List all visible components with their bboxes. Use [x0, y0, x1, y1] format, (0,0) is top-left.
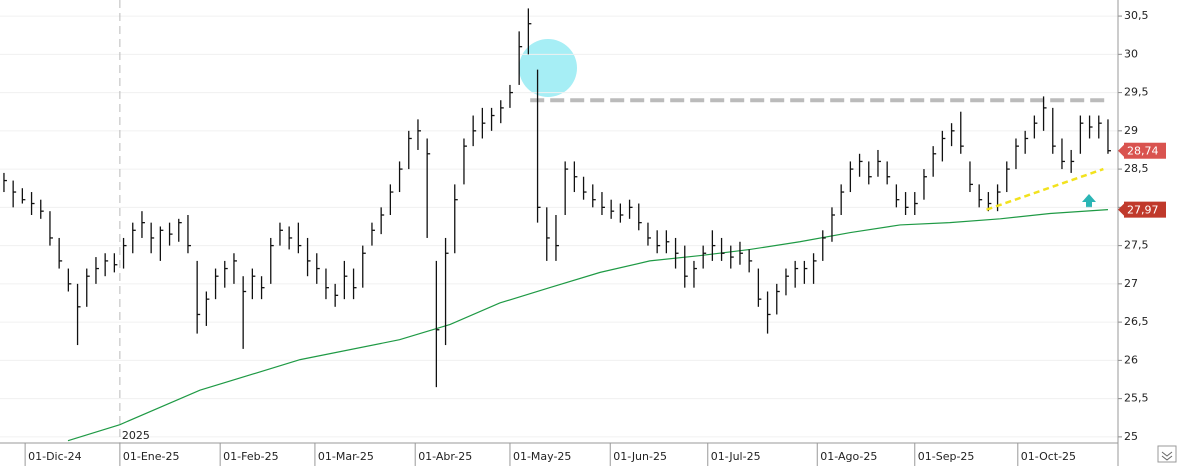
- highlight-circle: [519, 39, 577, 97]
- price-tag-label: 27,97: [1127, 204, 1159, 217]
- x-tick-label: 01-Feb-25: [223, 450, 278, 463]
- year-label: 2025: [122, 429, 150, 442]
- y-tick-label: 27: [1124, 277, 1138, 290]
- y-tick-label: 28,5: [1124, 162, 1149, 175]
- up-arrow: [1082, 194, 1096, 208]
- price-tag-pointer: [1118, 144, 1124, 157]
- y-tick-label: 26,5: [1124, 315, 1149, 328]
- y-tick-label: 29,5: [1124, 86, 1149, 99]
- x-tick-label: 01-Jun-25: [613, 450, 667, 463]
- trendline: [986, 167, 1104, 211]
- scroll-icon-glyph: [1161, 451, 1173, 461]
- x-tick-label: 01-Mar-25: [318, 450, 374, 463]
- x-tick-label: 01-Ago-25: [820, 450, 877, 463]
- y-tick-label: 25: [1124, 430, 1138, 443]
- y-tick-label: 27,5: [1124, 239, 1149, 252]
- y-tick-label: 25,5: [1124, 392, 1149, 405]
- price-tag-label: 28,74: [1127, 145, 1159, 158]
- price-tag: [1124, 142, 1166, 159]
- y-tick-label: 30,5: [1124, 9, 1149, 22]
- price-tag-pointer: [1118, 203, 1124, 216]
- y-tick-label: 26: [1124, 353, 1138, 366]
- price-tag: [1124, 201, 1166, 218]
- x-tick-label: 01-Abr-25: [418, 450, 472, 463]
- x-tick-label: 01-Jul-25: [711, 450, 761, 463]
- y-tick-label: 30: [1124, 47, 1138, 60]
- y-tick-label: 29: [1124, 124, 1138, 137]
- scroll-icon[interactable]: [1157, 445, 1177, 463]
- x-tick-label: 01-Oct-25: [1021, 450, 1076, 463]
- x-tick-label: 01-Dic-24: [28, 450, 82, 463]
- moving-average: [67, 209, 1109, 442]
- x-tick-label: 01-Ene-25: [123, 450, 180, 463]
- x-tick-label: 01-Sep-25: [918, 450, 975, 463]
- x-tick-label: 01-May-25: [513, 450, 571, 463]
